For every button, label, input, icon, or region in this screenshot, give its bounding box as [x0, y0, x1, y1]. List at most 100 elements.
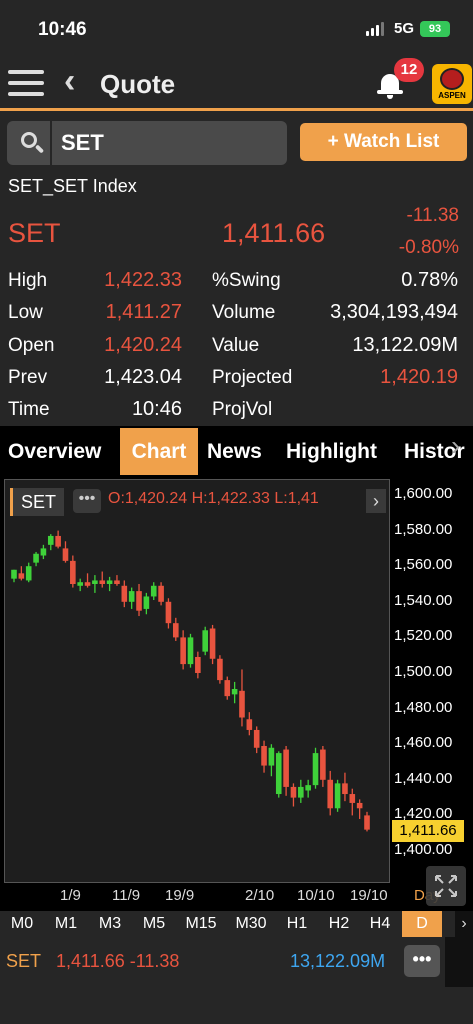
candle: [239, 669, 245, 727]
candle: [305, 779, 311, 798]
candle: [40, 544, 47, 560]
candle: [114, 575, 120, 586]
low-value: 1,411.27: [105, 301, 182, 323]
footer-bar: [0, 937, 473, 1024]
open-value: 1,420.24: [104, 334, 182, 356]
candle: [334, 779, 341, 812]
candle: [25, 562, 32, 583]
battery-icon: 93: [420, 21, 450, 37]
candle: [253, 726, 260, 754]
period-selector: M0 M1 M3 M5 M15 M30 H1 H2 H4 D ›: [0, 911, 473, 937]
candle: [18, 566, 25, 581]
low-label: Low: [8, 302, 43, 323]
candle: [33, 551, 39, 567]
symbol-label: SET: [8, 218, 61, 248]
candle: [55, 530, 61, 549]
symbol-full-name: SET_SET Index: [8, 176, 137, 196]
candle: [11, 569, 17, 583]
tab-history[interactable]: Histor: [404, 440, 465, 463]
candle: [275, 751, 282, 798]
y-tick-label: 1,480.00: [394, 698, 453, 716]
notification-badge[interactable]: 12: [394, 58, 424, 82]
high-label: High: [8, 270, 48, 291]
candle: [165, 598, 172, 629]
candle: [217, 655, 223, 684]
tab-overview[interactable]: Overview: [8, 440, 102, 463]
period-m3[interactable]: M3: [98, 915, 122, 932]
tab-news[interactable]: News: [207, 440, 262, 463]
y-tick-label: 1,580.00: [394, 520, 453, 538]
y-tick-label: 1,420.00: [394, 805, 453, 823]
more-icon[interactable]: •••: [73, 489, 101, 513]
period-h2[interactable]: H2: [328, 915, 350, 932]
footer-symbol: SET: [6, 951, 42, 971]
candle: [202, 626, 209, 656]
footer-more-icon[interactable]: •••: [404, 945, 440, 977]
candle: [77, 578, 83, 592]
tab-chart[interactable]: Chart: [120, 428, 198, 475]
candle: [342, 772, 348, 802]
candle: [47, 534, 54, 551]
watch-list-button[interactable]: + Watch List: [300, 123, 467, 161]
y-tick-label: 1,500.00: [394, 663, 453, 680]
menu-icon[interactable]: [8, 68, 44, 100]
price-change: -11.38: [406, 205, 459, 226]
candle: [187, 633, 194, 668]
period-m15[interactable]: M15: [185, 915, 217, 932]
time-value: 10:46: [131, 398, 182, 420]
search-icon[interactable]: [19, 130, 45, 156]
chart-plot[interactable]: [4, 479, 390, 883]
page-title: Quote: [100, 69, 176, 99]
period-m0[interactable]: M0: [10, 915, 34, 932]
network-label: 5G: [394, 20, 415, 37]
aspen-logo[interactable]: ASPEN: [432, 64, 472, 104]
swing-label: %Swing: [212, 270, 281, 291]
footer-value: 13,122.09M: [290, 951, 386, 971]
period-m1[interactable]: M1: [54, 915, 78, 932]
candle: [150, 582, 157, 601]
period-h1[interactable]: H1: [286, 915, 308, 932]
x-tick-label: 1/9: [60, 887, 81, 904]
period-h4[interactable]: H4: [369, 915, 391, 932]
symbol-search[interactable]: SET: [7, 121, 287, 165]
chevron-right-icon[interactable]: ›: [451, 430, 461, 461]
chevron-right-icon[interactable]: ›: [455, 911, 473, 937]
y-tick-label: 1,440.00: [394, 769, 453, 787]
last-price: 1,411.66: [222, 218, 326, 248]
prev-label: Prev: [8, 367, 48, 388]
candle: [180, 630, 186, 670]
tab-highlight[interactable]: Highlight: [286, 440, 377, 463]
chart-symbol-tag[interactable]: SET: [10, 488, 65, 516]
last-price-tag: 1,411.66: [392, 820, 464, 842]
chevron-right-icon[interactable]: ›: [366, 489, 386, 513]
candle: [290, 783, 297, 807]
y-tick-label: 1,600.00: [394, 485, 453, 502]
period-d[interactable]: D: [402, 911, 442, 937]
back-icon[interactable]: ‹: [64, 62, 76, 100]
candle: [70, 555, 76, 588]
candle: [283, 745, 289, 796]
status-bar: 10:46 5G 93: [0, 0, 473, 58]
candle: [121, 580, 128, 608]
candle: [136, 584, 142, 617]
time-label: Time: [8, 399, 50, 420]
search-input[interactable]: SET: [61, 130, 104, 155]
logo-text: ASPEN: [438, 91, 466, 100]
candle: [209, 624, 216, 665]
candlestick-chart: [11, 530, 370, 832]
bell-icon[interactable]: [376, 70, 406, 100]
period-m30[interactable]: M30: [235, 915, 267, 932]
open-label: Open: [8, 335, 55, 356]
x-tick-label: 19/10: [350, 887, 388, 904]
period-m5[interactable]: M5: [142, 915, 166, 932]
expand-icon[interactable]: [426, 866, 466, 906]
candle: [158, 582, 164, 606]
x-tick-label: 10/10: [297, 887, 335, 904]
prev-value: 1,423.04: [104, 366, 182, 388]
candle: [246, 712, 253, 736]
candle: [143, 592, 150, 615]
candle: [298, 779, 304, 803]
candle: [261, 740, 267, 773]
swing-value: 0.78%: [401, 269, 458, 291]
projected-value: 1,420.19: [380, 366, 458, 388]
